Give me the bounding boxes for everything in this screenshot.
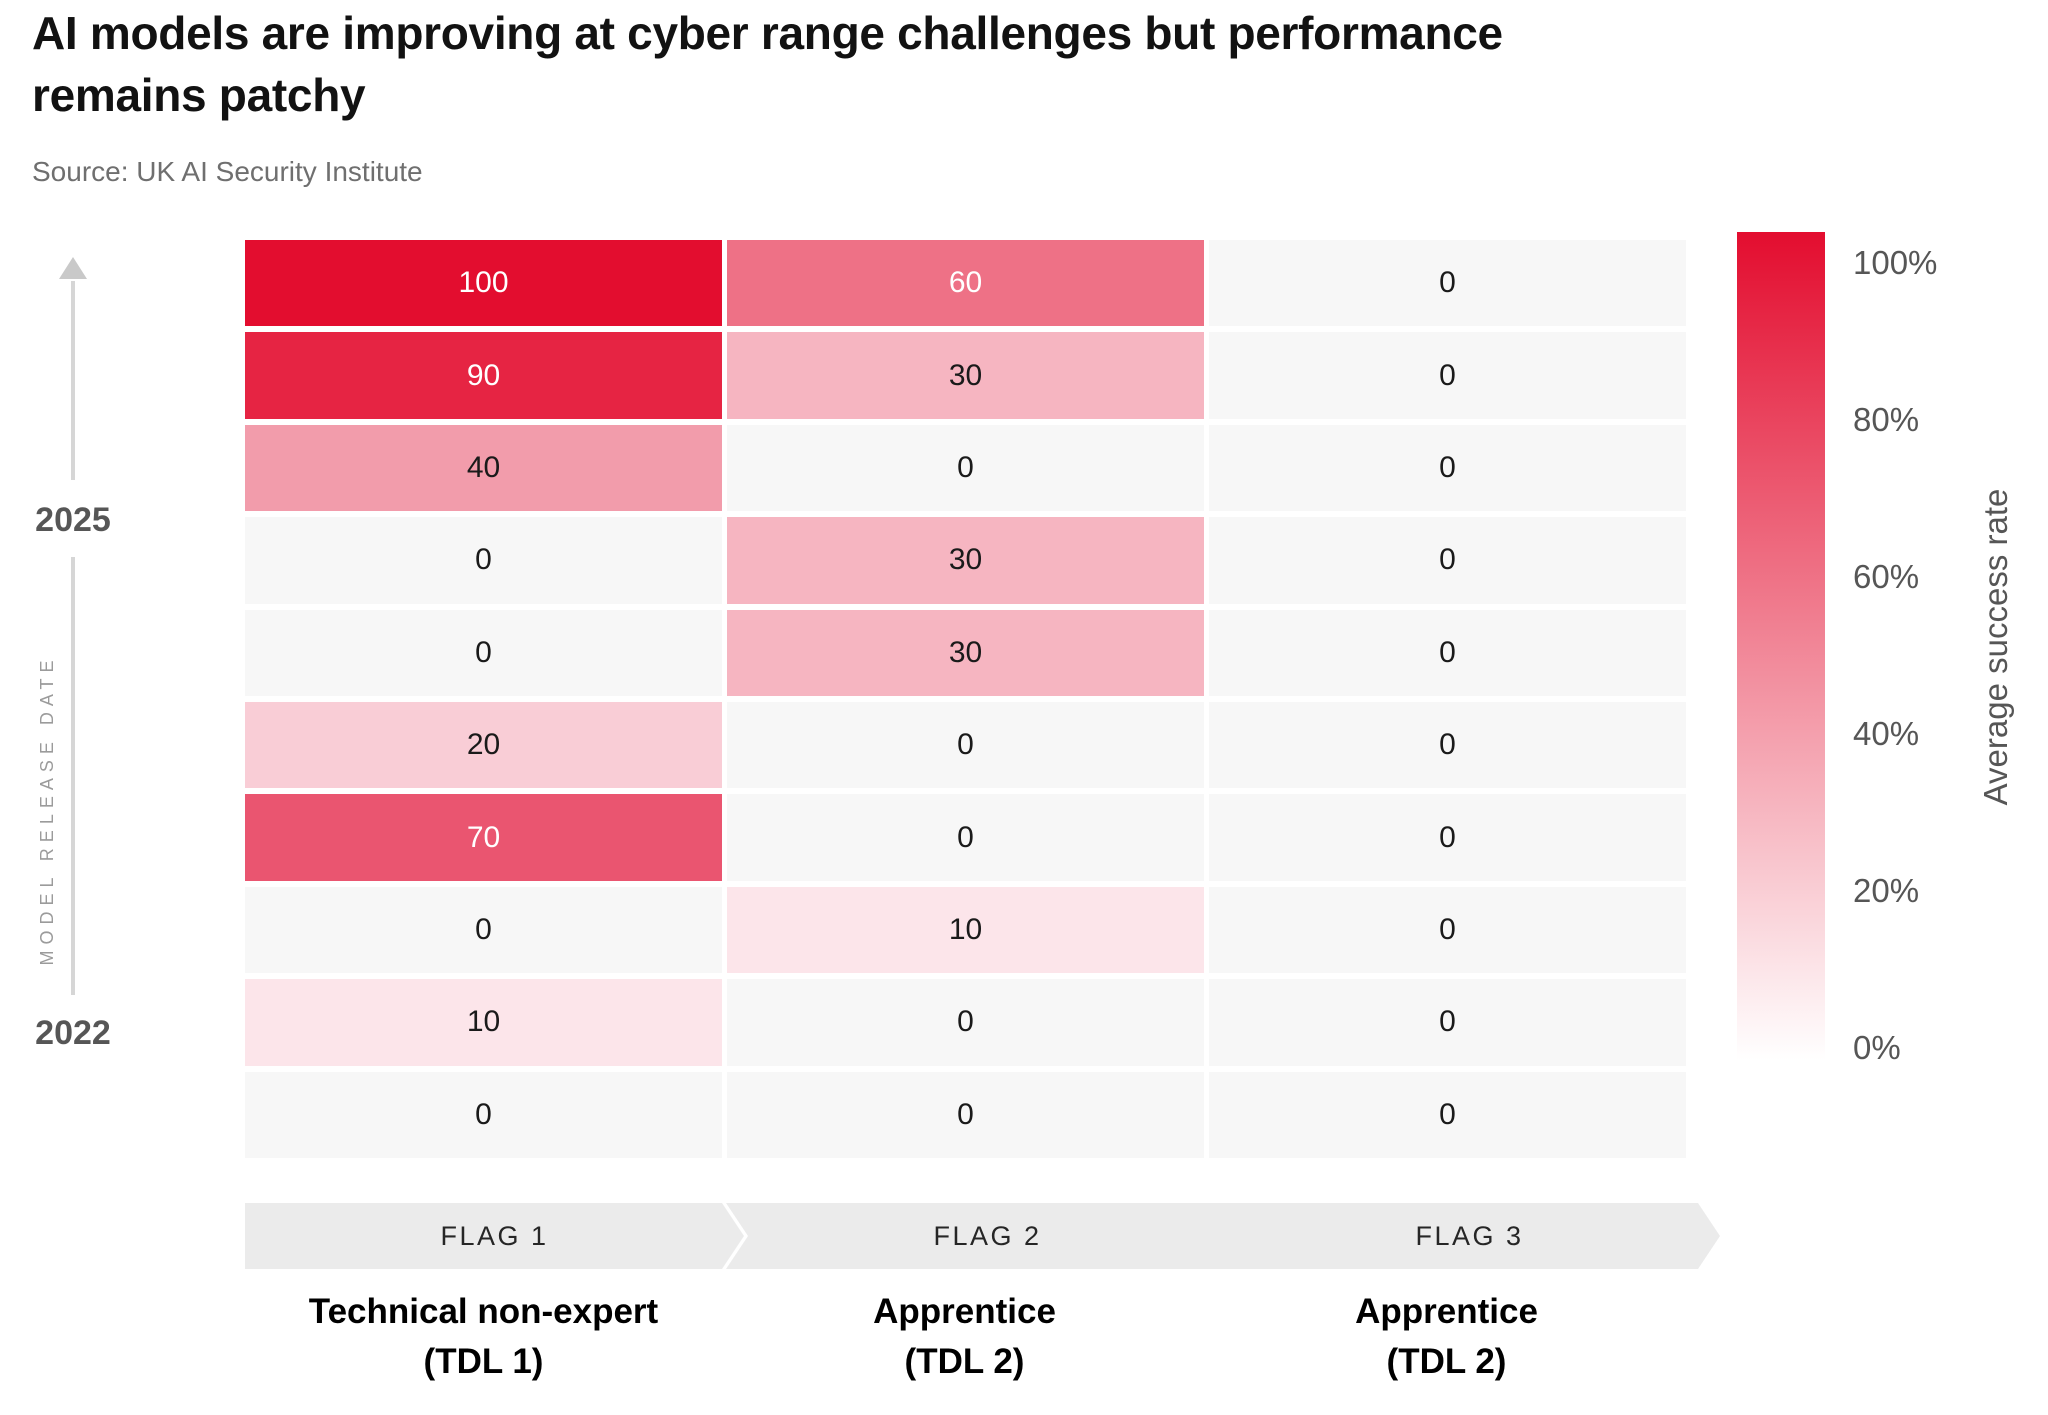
- page-title-line1: AI models are improving at cyber range c…: [32, 7, 1503, 59]
- heatmap-cell: 0: [1209, 424, 1686, 512]
- flag-1-banner: FLAG 1: [245, 1203, 744, 1269]
- heatmap-cell: 40: [245, 424, 722, 512]
- source-note: Source: UK AI Security Institute: [32, 156, 423, 187]
- heatmap-cell: 0: [1209, 240, 1686, 327]
- heatmap-cell: 0: [727, 702, 1204, 789]
- heatmap-cell: 30: [727, 609, 1204, 696]
- column-1-label-line1: Technical non-expert: [308, 1292, 659, 1331]
- heatmap-cell: 0: [245, 886, 722, 974]
- y-axis-year-2025: 2025: [35, 501, 111, 539]
- heatmap-cell: 0: [1209, 979, 1686, 1066]
- heatmap-cell: 0: [1209, 609, 1686, 696]
- y-axis-year-2022: 2022: [35, 1014, 111, 1052]
- heatmap-cell: 20: [245, 702, 722, 789]
- heatmap-cell: 10: [245, 979, 722, 1066]
- heatmap-cell: 30: [727, 517, 1204, 604]
- legend-tick-label: 60%: [1853, 558, 1920, 595]
- legend-gradient-bar: [1737, 232, 1825, 1060]
- heatmap-cell: 0: [1209, 886, 1686, 974]
- legend-tick-label: 80%: [1853, 401, 1920, 438]
- column-2-label-line1: Apprentice: [873, 1292, 1056, 1331]
- heatmap-cell: 0: [1209, 794, 1686, 881]
- heatmap-cell: 0: [1209, 702, 1686, 789]
- heatmap-cell: 0: [727, 979, 1204, 1066]
- heatmap-cell: 0: [1209, 332, 1686, 419]
- y-axis-line-upper: [71, 281, 75, 480]
- legend-tick-label: 20%: [1853, 872, 1920, 909]
- page-title-line2: remains patchy: [32, 69, 366, 121]
- heatmap-cell: 60: [727, 240, 1204, 327]
- column-2-label-line2: (TDL 2): [904, 1342, 1025, 1381]
- heatmap-grid: 100 60 0 90 30 0 40 0 0 0 30 0 0 30 0 20 0 0 70 0 0 0 10 0 10 0 0 0…: [245, 240, 1686, 1158]
- heatmap-cell: 30: [727, 332, 1204, 419]
- column-1-label: Technical non-expert (TDL 1): [245, 1287, 722, 1387]
- heatmap-cell: 0: [727, 794, 1204, 881]
- page-title: AI models are improving at cyber range c…: [32, 2, 1672, 126]
- legend-tick-label: 100%: [1853, 244, 1938, 281]
- flag-2-banner: FLAG 2: [726, 1203, 1237, 1269]
- y-axis-title: MODEL RELEASE DATE: [37, 654, 57, 966]
- legend-tick-label: 0%: [1853, 1029, 1901, 1066]
- heatmap-cell: 0: [1209, 517, 1686, 604]
- heatmap-cell: 0: [1209, 1071, 1686, 1158]
- column-1-label-line2: (TDL 1): [423, 1342, 544, 1381]
- flag-3-banner: FLAG 3: [1207, 1203, 1720, 1269]
- y-axis-line-lower: [71, 557, 75, 995]
- column-3-label: Apprentice (TDL 2): [1207, 1287, 1686, 1387]
- column-2-label: Apprentice (TDL 2): [726, 1287, 1203, 1387]
- heatmap-cell: 0: [727, 424, 1204, 512]
- legend-tick-label: 40%: [1853, 715, 1920, 752]
- heatmap-cell: 0: [245, 517, 722, 604]
- heatmap-cell: 0: [245, 1071, 722, 1158]
- heatmap-cell: 10: [727, 886, 1204, 974]
- heatmap-cell: 0: [245, 609, 722, 696]
- column-3-label-line1: Apprentice: [1355, 1292, 1538, 1331]
- heatmap-cell: 0: [727, 1071, 1204, 1158]
- legend-title: Average success rate: [1977, 488, 2014, 806]
- heatmap-cell: 90: [245, 332, 722, 419]
- y-axis-arrowhead-icon: [59, 257, 87, 279]
- column-3-label-line2: (TDL 2): [1386, 1342, 1507, 1381]
- heatmap-cell: 100: [245, 240, 722, 327]
- heatmap-cell: 70: [245, 794, 722, 881]
